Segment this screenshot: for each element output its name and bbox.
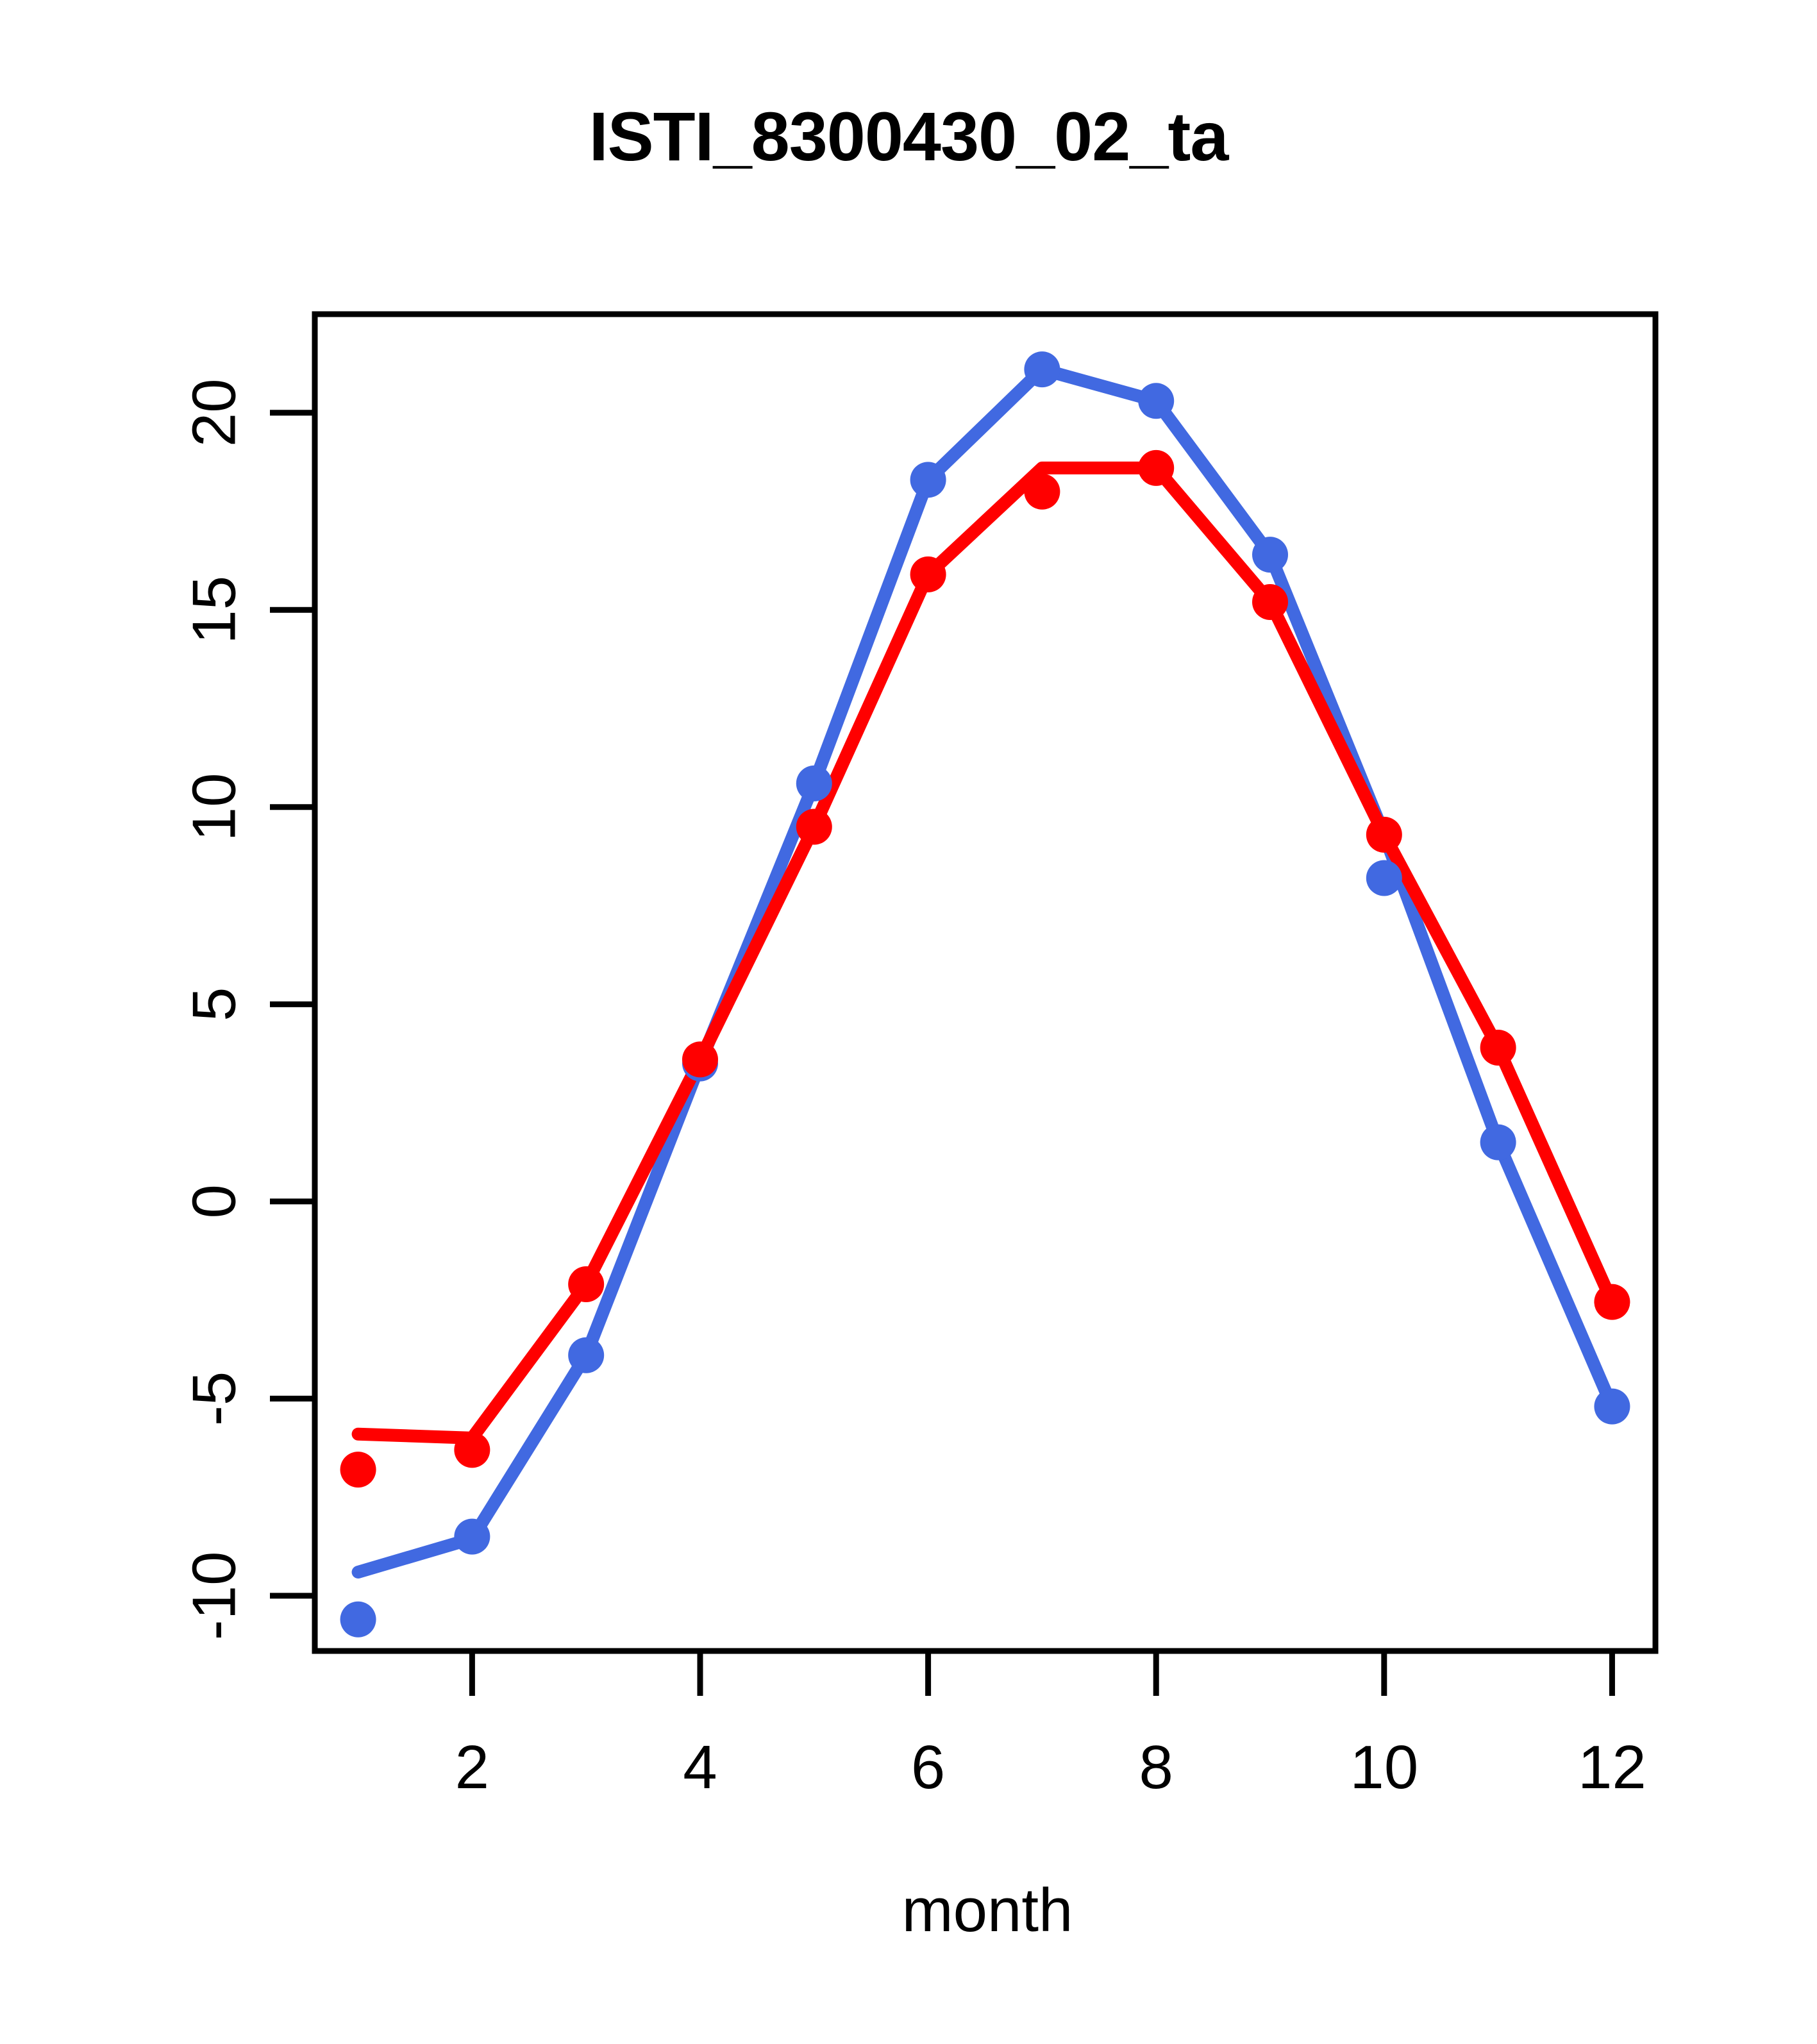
x-axis-tick-label: 6 xyxy=(911,1733,945,1802)
data-point-blue-series xyxy=(910,462,946,498)
data-point-blue-series xyxy=(340,1601,376,1638)
data-point-red-series xyxy=(1480,1029,1516,1066)
data-point-red-series xyxy=(1252,583,1289,620)
series-line-blue-series xyxy=(351,363,1619,1579)
data-point-blue-series xyxy=(454,1518,490,1555)
x-axis-tick-label: 10 xyxy=(1350,1733,1418,1802)
data-point-red-series xyxy=(910,556,946,592)
data-point-red-series xyxy=(568,1266,605,1303)
data-point-blue-series xyxy=(796,765,832,801)
y-axis-tick-label: 20 xyxy=(180,378,248,447)
data-point-red-series xyxy=(454,1432,490,1468)
data-point-blue-series xyxy=(1252,537,1289,573)
y-axis-tick-label: 0 xyxy=(180,1184,248,1218)
x-axis-tick-label: 12 xyxy=(1578,1733,1646,1802)
plot-box-border xyxy=(312,311,1659,1654)
data-point-blue-series xyxy=(1366,860,1402,896)
y-axis-tick-label: 10 xyxy=(180,773,248,841)
data-point-blue-series xyxy=(1594,1388,1630,1425)
x-axis-tick-label: 8 xyxy=(1139,1733,1173,1802)
y-axis-tick-label: -5 xyxy=(180,1371,248,1426)
data-point-red-series xyxy=(796,808,832,845)
data-point-red-series xyxy=(1138,449,1175,486)
plot-region: 2 4 6 8 10 12 -10 -5 0 5 10 15 20 xyxy=(180,311,1659,1802)
x-axis-tick-label: 4 xyxy=(683,1733,717,1802)
data-point-red-series xyxy=(340,1452,376,1488)
data-point-red-series xyxy=(1366,816,1402,853)
data-point-red-series xyxy=(1024,473,1060,510)
x-axis-label: month xyxy=(901,1876,1073,1945)
data-point-blue-series xyxy=(568,1337,605,1373)
data-point-blue-series xyxy=(1024,351,1060,388)
data-point-blue-series xyxy=(1480,1124,1516,1160)
data-point-red-series xyxy=(682,1041,718,1078)
x-axis-tick-label: 2 xyxy=(455,1733,489,1802)
data-point-red-series xyxy=(1594,1284,1630,1320)
page-title: ISTI_8300430_02_ta xyxy=(589,97,1229,175)
series-line-red-series xyxy=(351,461,1619,1445)
y-axis-tick-label: -10 xyxy=(180,1552,248,1641)
y-axis-tick-label: 15 xyxy=(180,576,248,644)
data-point-blue-series xyxy=(1138,383,1175,419)
y-axis-tick-label: 5 xyxy=(180,987,248,1021)
